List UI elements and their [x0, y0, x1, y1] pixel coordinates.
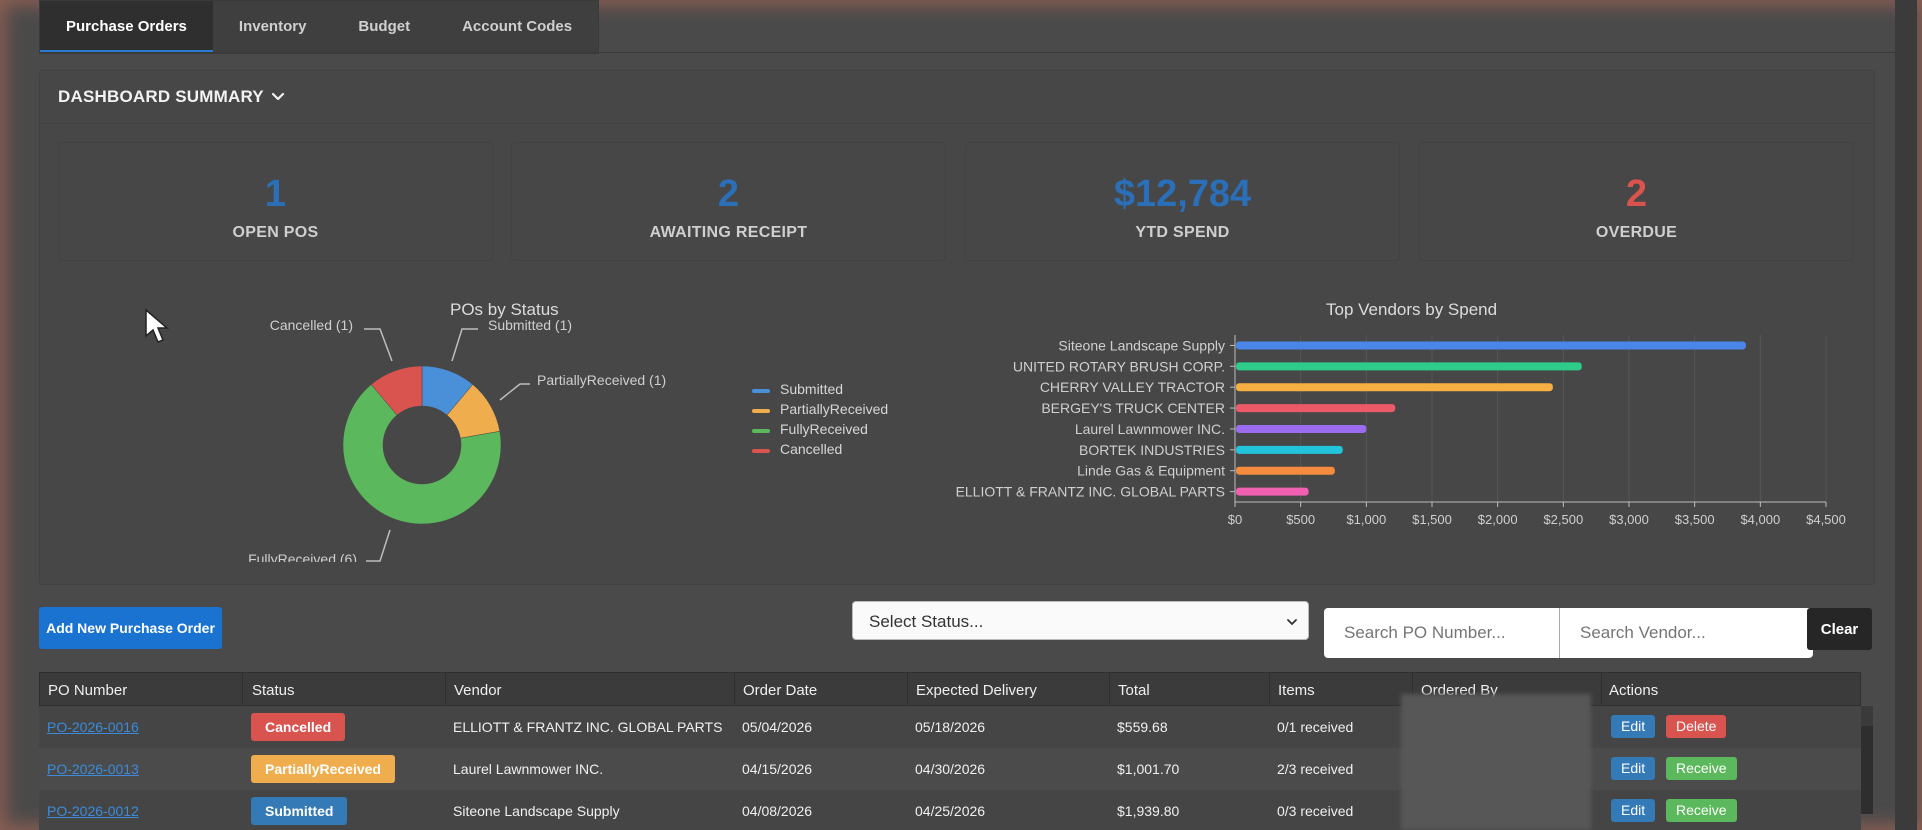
legend-label: FullyReceived	[780, 421, 868, 437]
po-number-link[interactable]: PO-2026-0013	[47, 761, 139, 777]
column-divider	[1109, 673, 1110, 707]
column-divider	[1269, 673, 1270, 707]
stat-value: $12,784	[1113, 173, 1252, 215]
pie-chart-title: POs by Status	[450, 300, 559, 319]
expected-delivery-cell: 04/25/2026	[915, 803, 986, 819]
column-header-actions: Actions	[1609, 682, 1659, 699]
column-header-vendor[interactable]: Vendor	[454, 682, 502, 699]
page-scrollbar[interactable]	[1895, 0, 1917, 830]
stat-card-overdue: 2 OVERDUE	[1419, 142, 1854, 261]
stat-card-ytd-spend: $12,784 YTD SPEND	[965, 142, 1400, 261]
dashboard-summary-panel: DASHBOARD SUMMARY 1 OPEN POS 2 AWAITING …	[39, 70, 1875, 585]
column-header-total[interactable]: Total	[1118, 682, 1150, 699]
order-date-cell: 04/08/2026	[742, 803, 813, 819]
receive-button[interactable]: Receive	[1666, 799, 1737, 822]
items-cell: 0/3 received	[1277, 803, 1354, 819]
tab-purchase-orders[interactable]: Purchase Orders	[40, 1, 213, 53]
column-divider	[1601, 673, 1602, 707]
stat-value: 1	[264, 173, 287, 215]
column-divider	[907, 673, 908, 707]
add-purchase-order-button[interactable]: Add New Purchase Order	[39, 607, 222, 649]
delete-button[interactable]: Delete	[1666, 715, 1727, 738]
legend-swatch	[752, 409, 770, 413]
dashboard-summary-title: DASHBOARD SUMMARY	[58, 87, 264, 106]
main-tabs: Purchase Orders Inventory Budget Account…	[39, 0, 600, 54]
column-divider	[445, 673, 446, 707]
order-date-cell: 04/15/2026	[742, 761, 813, 777]
status-select-value: Select Status...	[869, 612, 984, 631]
vendor-cell: Siteone Landscape Supply	[453, 803, 620, 819]
chevron-down-icon	[1287, 619, 1297, 626]
items-cell: 0/1 received	[1277, 719, 1354, 735]
total-cell: $559.68	[1117, 719, 1168, 735]
order-date-cell: 05/04/2026	[742, 719, 813, 735]
column-header-expected-delivery[interactable]: Expected Delivery	[916, 682, 1037, 699]
total-cell: $1,001.70	[1117, 761, 1180, 777]
search-po-input[interactable]	[1324, 608, 1559, 658]
stat-label: OPEN POS	[232, 224, 319, 241]
edit-button[interactable]: Edit	[1611, 799, 1656, 822]
legend-label: Submitted	[780, 381, 844, 397]
legend-swatch	[752, 449, 770, 453]
po-number-link[interactable]: PO-2026-0016	[47, 719, 139, 735]
stat-card-awaiting-receipt: 2 AWAITING RECEIPT	[511, 142, 946, 261]
tab-budget[interactable]: Budget	[358, 18, 411, 35]
column-divider	[242, 673, 243, 707]
clear-button[interactable]: Clear	[1807, 608, 1872, 650]
po-number-link[interactable]: PO-2026-0012	[47, 803, 139, 819]
vendor-cell: Laurel Lawnmower INC.	[453, 761, 604, 777]
legend-swatch	[752, 389, 770, 393]
bar-chart-title: Top Vendors by Spend	[1326, 300, 1498, 319]
legend-label: Cancelled	[780, 441, 843, 457]
column-divider	[734, 673, 735, 707]
legend-label: PartiallyReceived	[780, 401, 889, 417]
status-badge: PartiallyReceived	[251, 755, 395, 783]
stat-label: AWAITING RECEIPT	[649, 224, 808, 241]
column-header-items[interactable]: Items	[1278, 682, 1315, 699]
stat-label: YTD SPEND	[1135, 224, 1230, 241]
tab-divider	[39, 52, 1895, 53]
stat-card-open-pos: 1 OPEN POS	[58, 142, 493, 261]
table-scrollbar-thumb[interactable]	[1861, 726, 1873, 814]
edit-button[interactable]: Edit	[1611, 715, 1656, 738]
mouse-cursor-icon	[145, 308, 170, 343]
expected-delivery-cell: 04/30/2026	[915, 761, 986, 777]
search-divider	[1559, 608, 1560, 658]
stat-label: OVERDUE	[1595, 224, 1678, 241]
expected-delivery-cell: 05/18/2026	[915, 719, 986, 735]
tab-account-codes[interactable]: Account Codes	[462, 18, 573, 35]
search-group	[1324, 608, 1813, 658]
edit-button[interactable]: Edit	[1611, 757, 1656, 780]
vendor-cell: ELLIOTT & FRANTZ INC. GLOBAL PARTS	[453, 719, 723, 735]
legend-swatch	[752, 429, 770, 433]
total-cell: $1,939.80	[1117, 803, 1180, 819]
stat-value: 2	[1625, 173, 1648, 215]
column-header-order-date[interactable]: Order Date	[743, 682, 818, 699]
column-header-status[interactable]: Status	[252, 682, 295, 699]
status-badge: Cancelled	[251, 713, 346, 741]
status-select[interactable]: Select Status...	[852, 601, 1309, 640]
column-header-po-number[interactable]: PO Number	[48, 682, 128, 699]
chevron-down-icon[interactable]	[270, 89, 286, 105]
status-badge: Submitted	[251, 797, 348, 825]
search-vendor-input[interactable]	[1560, 608, 1795, 658]
column-divider	[1412, 673, 1413, 707]
stat-value: 2	[717, 173, 740, 215]
tab-inventory[interactable]: Inventory	[238, 18, 307, 35]
redacted-ordered-by	[1401, 694, 1591, 830]
dashboard-summary-header[interactable]: DASHBOARD SUMMARY	[40, 71, 1874, 124]
items-cell: 2/3 received	[1277, 761, 1354, 777]
receive-button[interactable]: Receive	[1666, 757, 1737, 780]
